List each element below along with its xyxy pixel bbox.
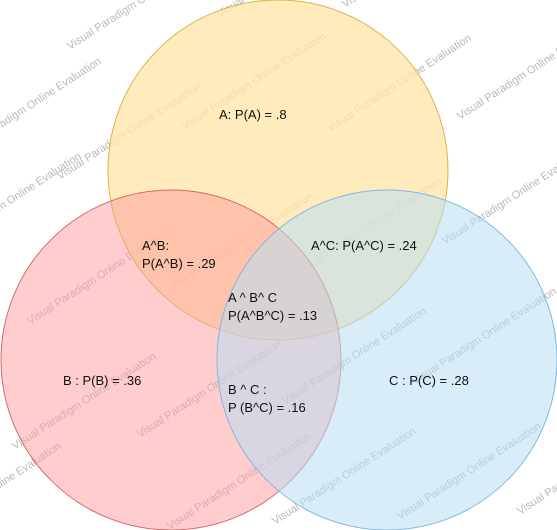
label-b: B : P(B) = .36 bbox=[63, 373, 141, 388]
label-bc-line1: B ^ C : bbox=[228, 382, 267, 397]
watermark: Visual Paradigm Online Evaluation bbox=[0, 55, 104, 157]
label-c: C : P(C) = .28 bbox=[389, 373, 469, 388]
label-ac: A^C: P(A^C) = .24 bbox=[311, 238, 417, 253]
label-ab-line1: A^B: bbox=[142, 238, 169, 253]
label-abc-line2: P(A^B^C) = .13 bbox=[228, 308, 317, 323]
watermark: Visual Paradigm Online Evaluation bbox=[340, 0, 488, 11]
label-bc-line2: P (B^C) = .16 bbox=[228, 400, 306, 415]
label-ab-line2: P(A^B) = .29 bbox=[142, 256, 216, 271]
label-abc-line1: A ^ B^ C bbox=[228, 290, 277, 305]
watermark: Visual Paradigm Online Evaluation bbox=[455, 20, 557, 122]
label-a: A: P(A) = .8 bbox=[219, 107, 287, 122]
venn-labels: A: P(A) = .8 A^B: P(A^B) = .29 A^C: P(A^… bbox=[63, 107, 469, 415]
circle-c bbox=[216, 189, 557, 530]
